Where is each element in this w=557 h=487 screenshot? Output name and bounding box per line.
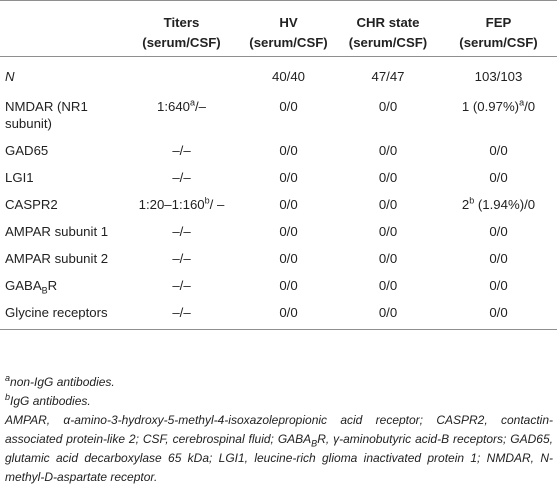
cell-hv: 0/0 — [279, 278, 298, 293]
cell-titers: –/– — [172, 143, 191, 158]
cell-label: AMPAR subunit 1 — [5, 224, 109, 239]
cell-titers: 1:20–1:160b/ – — [122, 190, 241, 217]
cell-fep: 1 (0.97%)a/0 — [440, 92, 557, 136]
header-hv-line1: HV — [279, 15, 298, 30]
gabab-label-suffix: R — [47, 278, 58, 293]
abbreviations-part1: AMPAR, α-amino-3-hydroxy-5-methyl-4-isox… — [5, 413, 553, 446]
cell-chr: 0/0 — [336, 298, 440, 330]
antibody-table: Titers (serum/CSF) HV (serum/CSF) CHR st… — [0, 0, 557, 330]
cell-label: CASPR2 — [5, 197, 58, 212]
cell-label: GAD65 — [5, 143, 49, 158]
abbreviations-note: AMPAR, α-amino-3-hydroxy-5-methyl-4-isox… — [5, 411, 553, 487]
cell-fep: 0/0 — [489, 143, 508, 158]
table-row-caspr2: CASPR2 1:20–1:160b/ – 0/0 0/0 2b (1.94%)… — [0, 190, 557, 217]
caspr2-titer-footnote-mark: b — [204, 195, 210, 206]
table-row-ampar2: AMPAR subunit 2 –/– 0/0 0/0 0/0 — [0, 244, 557, 271]
cell-label: Glycine receptors — [0, 298, 122, 330]
header-chr-line1: CHR state — [356, 15, 420, 30]
header-cell-fep: FEP (serum/CSF) — [440, 0, 557, 57]
table-row-glycine: Glycine receptors –/– 0/0 0/0 0/0 — [0, 298, 557, 330]
footnote-b-mark: b — [5, 392, 11, 402]
footnote-b: bIgG antibodies. — [5, 392, 553, 411]
nmdar-fep-value: 1 (0.97%) — [461, 99, 520, 114]
cell-chr: 0/0 — [378, 224, 398, 239]
caspr2-titer-csf: / – — [209, 197, 225, 212]
cell-hv: 0/0 — [279, 251, 298, 266]
cell-hv: 0/0 — [279, 197, 298, 212]
footnote-b-text: IgG antibodies. — [10, 394, 91, 408]
cell-titers: –/– — [172, 224, 191, 239]
footnote-a-text: non-IgG antibodies. — [10, 375, 115, 389]
header-fep-line2: (serum/CSF) — [459, 35, 538, 50]
cell-fep: 0/0 — [489, 251, 508, 266]
header-cell-empty — [0, 0, 122, 57]
cell-chr: 47/47 — [371, 69, 405, 84]
header-hv-line2: (serum/CSF) — [249, 35, 328, 50]
cell-hv: 40/40 — [271, 69, 305, 84]
cell-titers: 1:640a/– — [122, 92, 241, 136]
table-row-ampar1: AMPAR subunit 1 –/– 0/0 0/0 0/0 — [0, 217, 557, 244]
cell-chr: 0/0 — [378, 99, 398, 114]
footnote-a-mark: a — [5, 373, 11, 383]
nmdar-label-line2: subunit — [5, 116, 48, 131]
table-row-gabab: GABABR –/– 0/0 0/0 0/0 — [0, 271, 557, 298]
nmdar-titer-footnote-mark: a — [190, 97, 196, 108]
cell-label: NMDAR (NR1 subunit) — [0, 92, 122, 136]
caspr2-fep-rest: (1.94%)/0 — [474, 197, 536, 212]
cell-titers: –/– — [172, 278, 191, 293]
nmdar-fep-csf: /0 — [524, 99, 536, 114]
cell-titers — [122, 57, 241, 93]
caspr2-titer-value: 1:20–1:160 — [138, 197, 205, 212]
cell-hv: 0/0 — [279, 170, 298, 185]
caspr2-fep-count: 2 — [461, 197, 470, 212]
cell-hv: 0/0 — [279, 143, 298, 158]
table-row-gad65: GAD65 –/– 0/0 0/0 0/0 — [0, 136, 557, 163]
nmdar-label-close: ) — [47, 116, 52, 131]
cell-fep: 0/0 — [489, 224, 508, 239]
cell-hv: 0/0 — [241, 298, 336, 330]
cell-chr: 0/0 — [378, 170, 398, 185]
gabab-label-subscript: B — [41, 285, 48, 296]
cell-fep: 0/0 — [489, 170, 508, 185]
header-chr-line2: (serum/CSF) — [348, 35, 428, 50]
header-titers-line1: Titers — [163, 15, 200, 30]
table-header: Titers (serum/CSF) HV (serum/CSF) CHR st… — [0, 0, 557, 57]
table-row-nmdar: NMDAR (NR1 subunit) 1:640a/– 0/0 0/0 1 (… — [0, 92, 557, 136]
cell-chr: 0/0 — [378, 143, 398, 158]
cell-chr: 0/0 — [378, 278, 398, 293]
cell-fep: 103/103 — [474, 69, 523, 84]
header-cell-chr: CHR state (serum/CSF) — [336, 0, 440, 57]
cell-fep: 2b (1.94%)/0 — [440, 190, 557, 217]
cell-label: AMPAR subunit 2 — [5, 251, 109, 266]
cell-chr: 0/0 — [378, 251, 398, 266]
cell-label: N — [5, 69, 15, 84]
nmdar-label-line1: NMDAR (NR1 — [5, 99, 88, 114]
table-row-lgi1: LGI1 –/– 0/0 0/0 0/0 — [0, 163, 557, 190]
footnote-a: anon-IgG antibodies. — [5, 373, 553, 392]
header-row: Titers (serum/CSF) HV (serum/CSF) CHR st… — [0, 0, 557, 57]
nmdar-titer-csf: /– — [195, 99, 207, 114]
cell-fep: 0/0 — [440, 298, 557, 330]
cell-label: GABABR — [0, 271, 122, 298]
cell-hv: 0/0 — [279, 99, 298, 114]
abbreviations-subscript: B — [311, 438, 318, 449]
cell-hv: 0/0 — [279, 224, 298, 239]
header-cell-hv: HV (serum/CSF) — [241, 0, 336, 57]
cell-fep: 0/0 — [489, 278, 508, 293]
table-row-n: N 40/40 47/47 103/103 — [0, 57, 557, 93]
caspr2-fep-footnote-mark: b — [469, 195, 475, 206]
header-fep-line1: FEP — [485, 15, 512, 30]
cell-titers: –/– — [172, 251, 191, 266]
nmdar-titer-value: 1:640 — [156, 99, 190, 114]
cell-label: LGI1 — [5, 170, 34, 185]
cell-titers: –/– — [172, 170, 191, 185]
gabab-label-main: GABA — [5, 278, 42, 293]
cell-chr: 0/0 — [378, 197, 398, 212]
nmdar-fep-footnote-mark: a — [519, 97, 525, 108]
header-cell-titers: Titers (serum/CSF) — [122, 0, 241, 57]
table-body: N 40/40 47/47 103/103 NMDAR (NR1 subunit… — [0, 57, 557, 330]
header-titers-line2: (serum/CSF) — [142, 35, 221, 50]
cell-titers: –/– — [122, 298, 241, 330]
